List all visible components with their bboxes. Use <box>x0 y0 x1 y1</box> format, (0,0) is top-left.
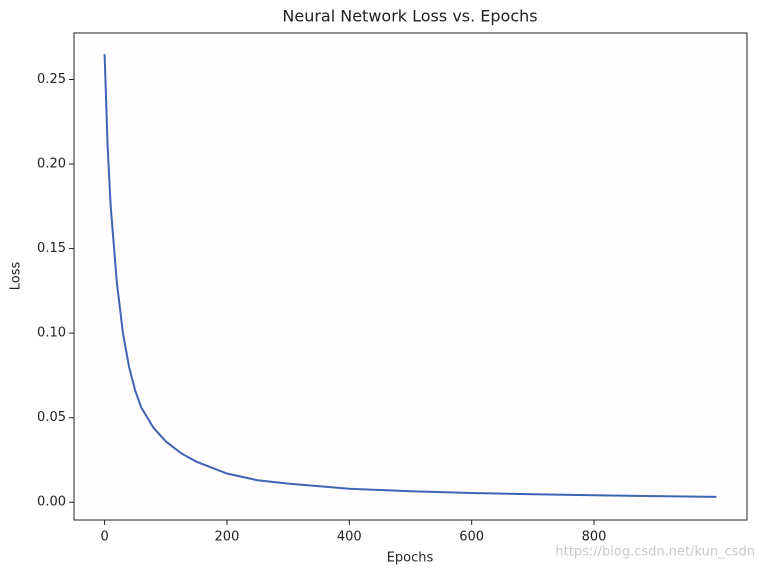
x-tick-label: 200 <box>215 530 240 545</box>
x-tick-label: 600 <box>459 530 484 545</box>
y-axis-label: Loss <box>9 262 24 291</box>
y-tick-label: 0.05 <box>37 410 66 425</box>
watermark: https://blog.csdn.net/kun_csdn <box>555 545 755 560</box>
y-tick-label: 0.10 <box>37 326 66 341</box>
x-axis-label: Epochs <box>387 551 434 566</box>
chart-title: Neural Network Loss vs. Epochs <box>282 7 537 26</box>
y-tick-label: 0.00 <box>37 495 66 510</box>
y-tick-label: 0.25 <box>37 72 66 87</box>
y-tick-label: 0.20 <box>37 157 66 172</box>
loss-line <box>103 54 717 498</box>
x-tick-label: 800 <box>582 530 607 545</box>
x-tick-label: 0 <box>100 530 108 545</box>
plot-frame <box>73 32 748 521</box>
y-tick-label: 0.15 <box>37 241 66 256</box>
x-tick-label: 400 <box>337 530 362 545</box>
